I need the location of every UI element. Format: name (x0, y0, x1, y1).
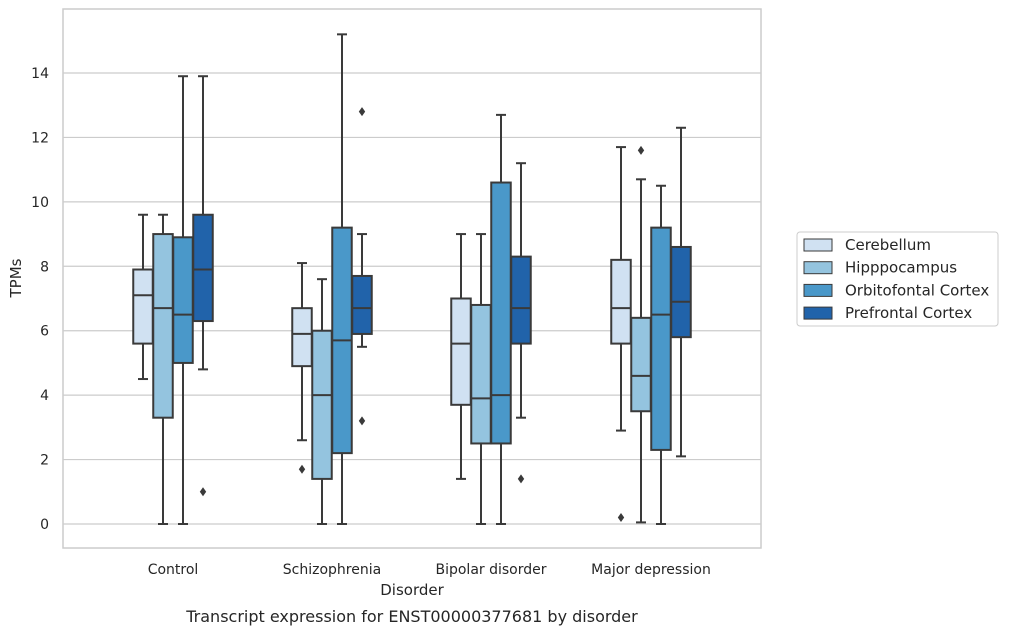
box-body (610, 258, 632, 345)
box-body (630, 316, 652, 413)
y-tick-label: 8 (40, 259, 49, 275)
legend-swatch (803, 306, 833, 320)
legend-swatch (803, 238, 833, 252)
y-tick-label: 6 (40, 324, 49, 340)
box-body (351, 274, 373, 335)
legend: Cerebellum Hipppocampus Orbitofontal Corte… (796, 231, 999, 327)
outlier-point (617, 513, 625, 523)
box-1-2 (470, 233, 492, 525)
box-body (132, 268, 154, 345)
box-body (650, 226, 672, 451)
box-3-1 (351, 107, 373, 426)
x-tick-label: Control (148, 562, 199, 578)
y-tick-label: 12 (31, 130, 49, 146)
x-tick-label: Bipolar disorder (435, 562, 546, 578)
y-axis-label: TPMs (7, 258, 25, 298)
legend-label: Cerebellum (845, 236, 931, 254)
y-tick-label: 4 (40, 388, 49, 404)
box-body (172, 236, 194, 364)
box-body (291, 307, 313, 368)
box-body (311, 329, 333, 480)
box-body (450, 297, 472, 406)
box-body (490, 181, 512, 445)
outlier-point (358, 416, 366, 426)
plot-frame (62, 8, 762, 549)
box-3-0 (192, 75, 214, 497)
y-tick-label: 10 (31, 195, 49, 211)
box-0-2 (450, 233, 472, 480)
outlier-point (298, 464, 306, 474)
figure-caption: Transcript expression for ENST0000037768… (185, 607, 638, 626)
box-2-3 (650, 184, 672, 525)
y-tick-label: 14 (31, 66, 49, 82)
outlier-point (358, 107, 366, 117)
x-axis-label: Disorder (380, 581, 444, 599)
y-tick-label: 0 (40, 517, 49, 533)
outlier-point (199, 487, 207, 497)
box-body (192, 213, 214, 323)
y-tick-labels: 0 2 4 6 8 10 12 14 (31, 66, 49, 533)
y-tick-label: 2 (40, 453, 49, 469)
box-1-0 (152, 213, 174, 525)
box-body (470, 303, 492, 445)
outlier-point (637, 145, 645, 155)
box-1-1 (311, 278, 333, 525)
x-tick-labels: Control Schizophrenia Bipolar disorder Majo… (148, 562, 711, 578)
outlier-point (517, 474, 525, 484)
box-3-2 (510, 162, 532, 484)
box-body (510, 255, 532, 345)
box-2-1 (331, 33, 353, 525)
boxes-layer (132, 33, 692, 525)
legend-swatch (803, 283, 833, 297)
box-0-1 (291, 262, 313, 474)
legend-label: Hipppocampus (845, 259, 957, 277)
box-0-3 (610, 146, 632, 523)
box-3-3 (670, 126, 692, 458)
box-2-0 (172, 75, 194, 525)
legend-swatch (803, 261, 833, 275)
box-0-0 (132, 213, 154, 381)
box-body (670, 245, 692, 339)
x-tick-label: Major depression (591, 562, 711, 578)
x-tick-label: Schizophrenia (283, 562, 381, 578)
legend-label: Orbitofontal Cortex (845, 281, 989, 299)
box-body (152, 233, 174, 419)
legend-label: Prefrontal Cortex (845, 304, 972, 322)
box-2-2 (490, 113, 512, 525)
legend-frame (796, 231, 999, 327)
